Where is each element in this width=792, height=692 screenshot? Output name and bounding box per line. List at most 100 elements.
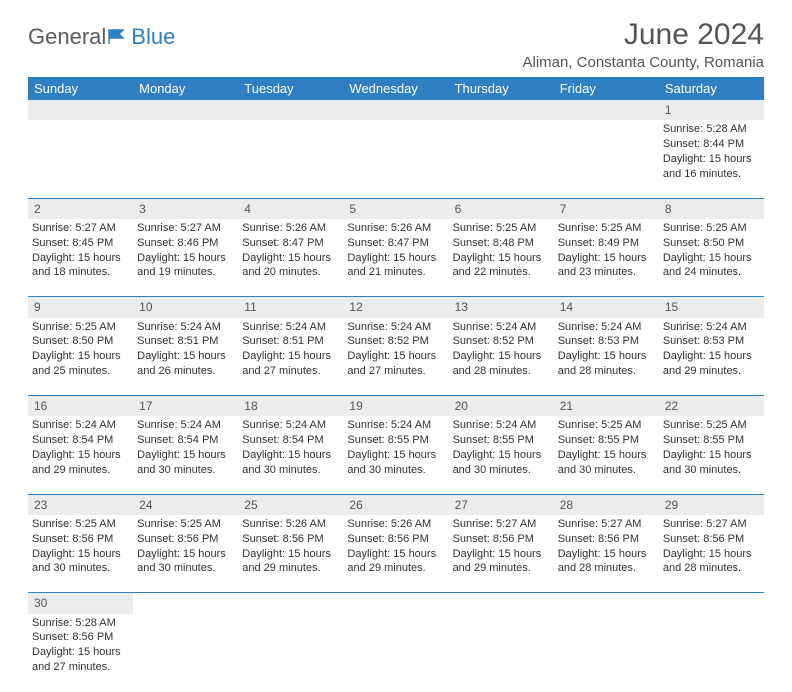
- month-title: June 2024: [522, 18, 764, 52]
- sunset-text: Sunset: 8:51 PM: [137, 334, 234, 349]
- day-content-row: Sunrise: 5:28 AMSunset: 8:44 PMDaylight:…: [28, 120, 764, 198]
- brand-logo: General Blue: [28, 24, 175, 50]
- day-content-row: Sunrise: 5:28 AMSunset: 8:56 PMDaylight:…: [28, 614, 764, 692]
- sunrise-text: Sunrise: 5:25 AM: [32, 320, 129, 335]
- daylight-text: and 30 minutes.: [347, 463, 444, 478]
- day-number-cell: [133, 100, 238, 120]
- sunrise-text: Sunrise: 5:25 AM: [32, 517, 129, 532]
- day-number-cell: 8: [659, 198, 764, 219]
- daylight-text: and 30 minutes.: [453, 463, 550, 478]
- day-number-cell: 25: [238, 494, 343, 515]
- daylight-text: Daylight: 15 hours: [558, 547, 655, 562]
- day-number-cell: [449, 100, 554, 120]
- day-content-cell: Sunrise: 5:27 AMSunset: 8:46 PMDaylight:…: [133, 219, 238, 297]
- sunset-text: Sunset: 8:55 PM: [347, 433, 444, 448]
- daylight-text: and 23 minutes.: [558, 265, 655, 280]
- day-number-cell: 4: [238, 198, 343, 219]
- day-header: Monday: [133, 77, 238, 100]
- day-content-cell: [343, 120, 448, 198]
- sunset-text: Sunset: 8:45 PM: [32, 236, 129, 251]
- sunrise-text: Sunrise: 5:24 AM: [663, 320, 760, 335]
- daylight-text: Daylight: 15 hours: [242, 547, 339, 562]
- flag-icon: [108, 28, 130, 46]
- day-number-cell: 28: [554, 494, 659, 515]
- day-content-cell: Sunrise: 5:25 AMSunset: 8:49 PMDaylight:…: [554, 219, 659, 297]
- day-number-cell: [449, 593, 554, 614]
- sunset-text: Sunset: 8:51 PM: [242, 334, 339, 349]
- day-number-cell: 10: [133, 297, 238, 318]
- daylight-text: and 26 minutes.: [137, 364, 234, 379]
- day-content-cell: [28, 120, 133, 198]
- daylight-text: and 25 minutes.: [32, 364, 129, 379]
- sunrise-text: Sunrise: 5:27 AM: [32, 221, 129, 236]
- sunrise-text: Sunrise: 5:27 AM: [558, 517, 655, 532]
- day-number-cell: 18: [238, 396, 343, 417]
- sunset-text: Sunset: 8:50 PM: [32, 334, 129, 349]
- day-content-cell: Sunrise: 5:26 AMSunset: 8:56 PMDaylight:…: [238, 515, 343, 593]
- daylight-text: Daylight: 15 hours: [32, 547, 129, 562]
- day-number-cell: [238, 593, 343, 614]
- day-number-cell: 24: [133, 494, 238, 515]
- day-content-cell: Sunrise: 5:24 AMSunset: 8:51 PMDaylight:…: [133, 318, 238, 396]
- daylight-text: Daylight: 15 hours: [663, 349, 760, 364]
- day-number-cell: 30: [28, 593, 133, 614]
- day-content-cell: [554, 120, 659, 198]
- day-number-cell: 23: [28, 494, 133, 515]
- day-number-row: 2345678: [28, 198, 764, 219]
- daylight-text: and 28 minutes.: [558, 561, 655, 576]
- sunrise-text: Sunrise: 5:25 AM: [558, 221, 655, 236]
- day-header: Friday: [554, 77, 659, 100]
- day-number-row: 1: [28, 100, 764, 120]
- day-content-cell: Sunrise: 5:24 AMSunset: 8:54 PMDaylight:…: [133, 416, 238, 494]
- day-number-row: 16171819202122: [28, 396, 764, 417]
- daylight-text: Daylight: 15 hours: [663, 152, 760, 167]
- day-number-cell: [659, 593, 764, 614]
- daylight-text: Daylight: 15 hours: [558, 448, 655, 463]
- sunrise-text: Sunrise: 5:26 AM: [347, 221, 444, 236]
- daylight-text: Daylight: 15 hours: [32, 251, 129, 266]
- sunset-text: Sunset: 8:56 PM: [558, 532, 655, 547]
- sunset-text: Sunset: 8:49 PM: [558, 236, 655, 251]
- day-number-cell: 11: [238, 297, 343, 318]
- sunset-text: Sunset: 8:54 PM: [242, 433, 339, 448]
- sunset-text: Sunset: 8:56 PM: [32, 532, 129, 547]
- daylight-text: Daylight: 15 hours: [32, 645, 129, 660]
- sunset-text: Sunset: 8:55 PM: [453, 433, 550, 448]
- sunset-text: Sunset: 8:55 PM: [558, 433, 655, 448]
- sunset-text: Sunset: 8:54 PM: [137, 433, 234, 448]
- daylight-text: and 27 minutes.: [347, 364, 444, 379]
- sunrise-text: Sunrise: 5:25 AM: [558, 418, 655, 433]
- sunrise-text: Sunrise: 5:27 AM: [453, 517, 550, 532]
- day-content-cell: [659, 614, 764, 692]
- daylight-text: Daylight: 15 hours: [137, 448, 234, 463]
- sunset-text: Sunset: 8:55 PM: [663, 433, 760, 448]
- day-content-cell: Sunrise: 5:26 AMSunset: 8:47 PMDaylight:…: [343, 219, 448, 297]
- title-block: June 2024 Aliman, Constanta County, Roma…: [522, 18, 764, 71]
- sunset-text: Sunset: 8:56 PM: [137, 532, 234, 547]
- sunset-text: Sunset: 8:46 PM: [137, 236, 234, 251]
- daylight-text: Daylight: 15 hours: [242, 448, 339, 463]
- day-header: Wednesday: [343, 77, 448, 100]
- daylight-text: Daylight: 15 hours: [347, 547, 444, 562]
- daylight-text: and 22 minutes.: [453, 265, 550, 280]
- daylight-text: Daylight: 15 hours: [242, 349, 339, 364]
- day-number-cell: 15: [659, 297, 764, 318]
- sunset-text: Sunset: 8:54 PM: [32, 433, 129, 448]
- day-header: Thursday: [449, 77, 554, 100]
- day-content-cell: [238, 614, 343, 692]
- day-number-cell: 26: [343, 494, 448, 515]
- daylight-text: and 21 minutes.: [347, 265, 444, 280]
- day-content-cell: [449, 614, 554, 692]
- daylight-text: Daylight: 15 hours: [663, 251, 760, 266]
- daylight-text: Daylight: 15 hours: [558, 349, 655, 364]
- day-content-cell: Sunrise: 5:25 AMSunset: 8:55 PMDaylight:…: [659, 416, 764, 494]
- sunrise-text: Sunrise: 5:24 AM: [242, 320, 339, 335]
- day-number-cell: 22: [659, 396, 764, 417]
- daylight-text: and 30 minutes.: [242, 463, 339, 478]
- day-content-cell: [238, 120, 343, 198]
- brand-name-part2: Blue: [131, 24, 175, 50]
- day-content-cell: [554, 614, 659, 692]
- day-content-cell: [133, 120, 238, 198]
- sunset-text: Sunset: 8:56 PM: [663, 532, 760, 547]
- day-number-cell: [554, 593, 659, 614]
